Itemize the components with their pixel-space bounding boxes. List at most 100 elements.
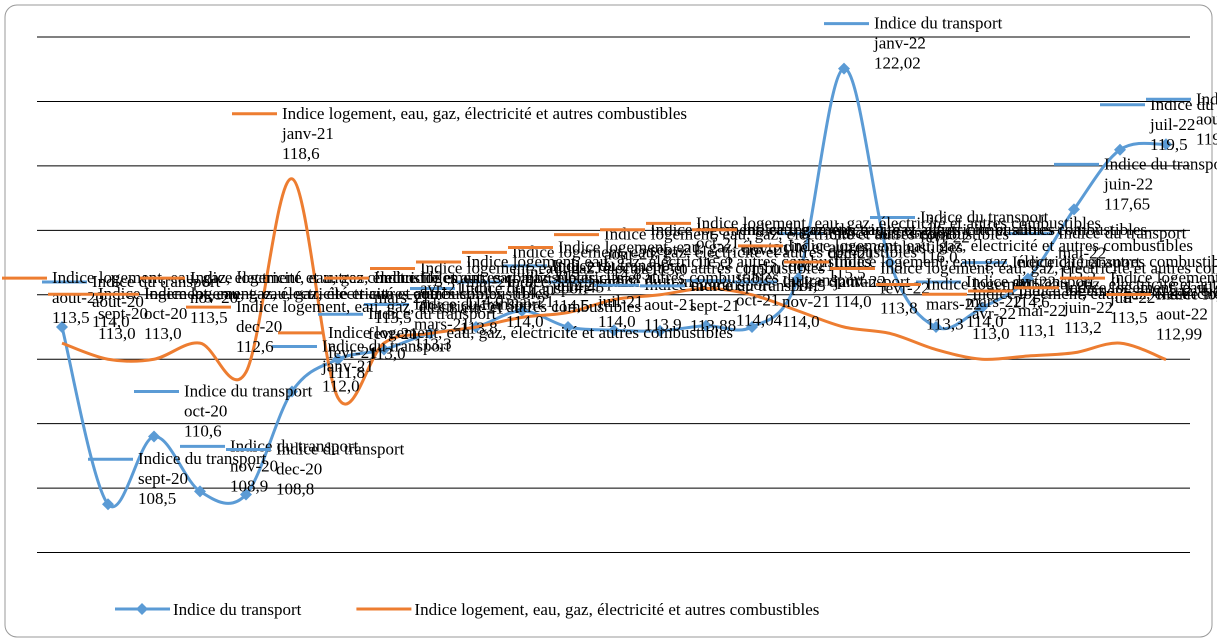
data-label: Indice du transport mars-21 113,3 xyxy=(414,295,543,354)
data-label-category: sept-20 xyxy=(138,469,188,488)
data-label-series: Indice du transport xyxy=(138,449,267,468)
data-label-value: 113,1 xyxy=(1018,321,1056,340)
data-label-category: oct-20 xyxy=(144,304,187,323)
data-label-series: Indice logement, eau, gaz, électricité e… xyxy=(742,220,1147,239)
data-label-category: janv-22 xyxy=(833,272,886,291)
data-label-value: 119,67 xyxy=(1196,129,1217,148)
point-marker xyxy=(102,498,114,511)
data-label-category: juin-21 xyxy=(511,262,561,281)
data-label-value: 114,0 xyxy=(598,312,636,331)
data-label-category: janv-22 xyxy=(873,34,926,53)
point-marker xyxy=(1068,203,1080,216)
data-label-category: juin-22 xyxy=(1103,174,1153,193)
data-label-category: sept-21 xyxy=(650,240,700,259)
data-label: Indice du transport dec-21 115,5 xyxy=(828,224,957,283)
data-label-value: 113,8 xyxy=(420,298,458,317)
data-label-category: dec-20 xyxy=(236,317,282,336)
data-label-series: Indice logement, eau, gaz, électricité e… xyxy=(236,297,641,316)
data-label-category: dec-21 xyxy=(788,256,834,275)
data-label-value: 113,2 xyxy=(1064,318,1102,337)
data-label-value: 108,5 xyxy=(138,489,176,508)
data-label-value: 113,0 xyxy=(972,324,1010,343)
data-label-category: nov-20 xyxy=(230,456,278,475)
data-label-category: oct-20 xyxy=(184,402,227,421)
data-label-category: aout-21 xyxy=(604,245,656,264)
data-label-series: Indice du transport xyxy=(414,295,543,314)
data-label-value: 113,5 xyxy=(1110,308,1148,327)
legend-label: Indice du transport xyxy=(173,600,302,619)
data-label-category: aout-22 xyxy=(1196,109,1217,128)
data-label-series: Indice logement, eau, gaz, électricité e… xyxy=(98,284,503,303)
data-label-series: Indice logement, eau, gaz, électricité e… xyxy=(282,104,687,123)
data-label-value: 114,0 xyxy=(92,312,130,331)
point-marker xyxy=(608,324,620,337)
data-label-value: 114,85 xyxy=(604,265,650,284)
chart-frame xyxy=(4,4,1213,638)
data-label-value: 117,65 xyxy=(1104,194,1150,213)
data-label-category: sept-20 xyxy=(98,304,148,323)
data-label: Indice logement, eau, gaz, électricité e… xyxy=(833,252,1217,311)
data-label-category: nov-20 xyxy=(190,288,238,307)
data-label-value: 114,0 xyxy=(506,312,544,331)
data-label-series: Indice du transport xyxy=(1196,89,1217,108)
data-label-value: 113,5 xyxy=(374,308,412,327)
point-marker xyxy=(930,321,942,333)
data-label-category: mai-22 xyxy=(1058,244,1106,263)
series-line xyxy=(61,177,1167,406)
data-label-category: avr-22 xyxy=(972,304,1016,323)
data-label-category: aout-20 xyxy=(52,288,104,307)
data-label: Indice du transport oct-21 114,04 xyxy=(736,271,865,330)
data-label: Indice du transport avr-22 114,6 xyxy=(1012,253,1141,312)
data-label: Indice logement, eau, gaz, électricité e… xyxy=(696,213,1101,272)
point-marker xyxy=(1022,272,1034,285)
data-label-category: juin-22 xyxy=(1063,298,1113,317)
data-label-series: Indice du transport xyxy=(368,304,497,323)
data-label-series: Indice logement, eau, gaz, électricité e… xyxy=(52,268,457,287)
data-label-series: Indice logement, eau, gaz, électricité e… xyxy=(466,252,871,271)
data-label-category: mai-21 xyxy=(466,272,514,291)
data-label-series: Indice du transport xyxy=(184,382,313,401)
data-label-category: avr-21 xyxy=(420,278,464,297)
data-label-series: Indice logement, eau, gaz, électricité e… xyxy=(650,220,1055,239)
data-label-category: avr-21 xyxy=(460,298,504,317)
data-label-series: Indice logement, eau, gaz, électricité e… xyxy=(926,275,1217,294)
data-label-category: dec-20 xyxy=(276,460,322,479)
data-label: Indice du transport nov-21 114,0 xyxy=(782,272,911,331)
data-label-category: mai-21 xyxy=(506,292,554,311)
point-marker xyxy=(884,256,896,269)
data-label: Indice du transport fevr-22 116,0 xyxy=(920,208,1049,267)
data-label: Indice du transport janv-21 112,0 xyxy=(321,336,451,395)
data-label-value: 113,0 xyxy=(98,324,136,343)
data-label-category: oct-21 xyxy=(696,233,739,252)
data-label-value: 115,2 xyxy=(696,253,734,272)
data-label-value: 113,9 xyxy=(644,315,682,334)
data-label-value: 114,0 xyxy=(466,292,504,311)
point-marker xyxy=(562,321,574,333)
data-label-category: aout-22 xyxy=(1156,305,1208,324)
data-label-category: sept-21 xyxy=(690,296,740,315)
point-marker xyxy=(976,301,988,314)
data-label-category: fevr-21 xyxy=(368,324,418,343)
data-label: Indice logement, eau, gaz, électricité e… xyxy=(1018,281,1217,340)
data-label-series: Indice logement, eau, gaz, électricité e… xyxy=(880,258,1217,277)
point-marker xyxy=(838,62,850,75)
data-label-category: juil-22 xyxy=(1149,115,1195,134)
data-label-series: Indice logement, eau, gaz, électricité e… xyxy=(190,268,595,287)
data-label-value: 113,3 xyxy=(414,335,452,354)
data-label: Indice logement, eau, gaz, électricité e… xyxy=(281,104,687,163)
data-label-value: 118,6 xyxy=(282,144,320,163)
data-label-category: juil-21 xyxy=(597,292,643,311)
data-label-value: 113,88 xyxy=(690,316,736,335)
data-label-value: 113,0 xyxy=(144,324,182,343)
data-label-category: mai-22 xyxy=(1018,301,1066,320)
data-label-series: Indice logement, eau, gaz, électricité e… xyxy=(834,252,1217,271)
data-label-category: dec-21 xyxy=(828,244,874,263)
data-label-series: Indice logement, eau, gaz, électricité e… xyxy=(1156,285,1217,304)
data-label: Indice du transport aout-20 114,0 xyxy=(92,272,221,331)
data-label-value: 122,02 xyxy=(874,54,921,73)
data-label: Indice logement, eau, gaz, électricité e… xyxy=(52,268,457,327)
data-label-value: 119,5 xyxy=(1150,135,1188,154)
legend-marker xyxy=(136,603,148,615)
data-label-series: Indice du transport xyxy=(552,256,681,275)
data-label-category: mars-21 xyxy=(414,315,470,334)
